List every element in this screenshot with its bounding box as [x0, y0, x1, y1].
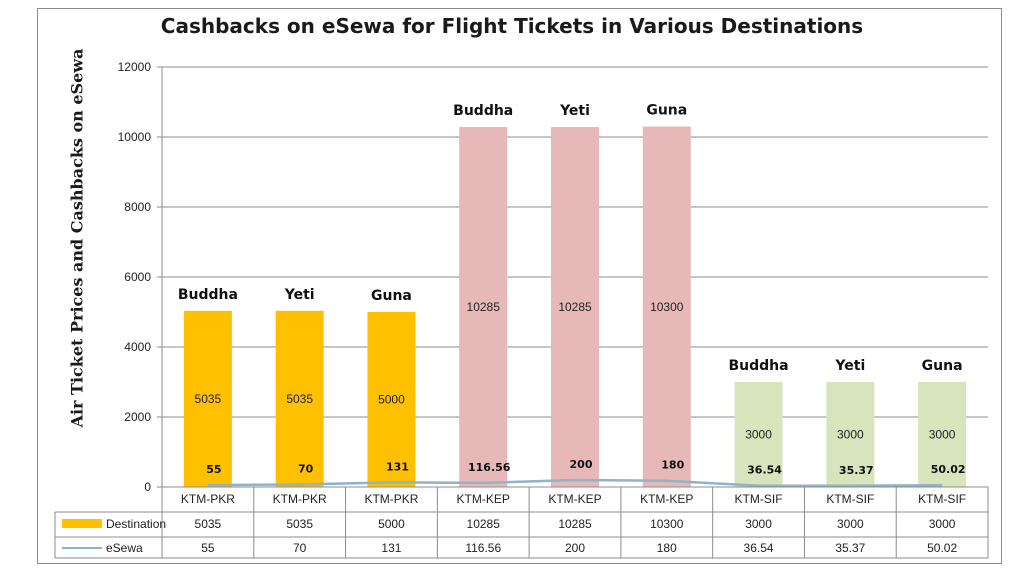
category-label: KTM-PKR	[273, 492, 327, 506]
bar	[367, 312, 416, 487]
category-label: KTM-SIF	[918, 492, 966, 506]
bar	[826, 382, 875, 487]
bar	[183, 310, 232, 487]
bar-value-labels: 5035 5035 5000 10285 10285 10300 3000 3000 3000	[195, 300, 956, 442]
data-table: KTM-PKR KTM-PKR KTM-PKR KTM-KEP KTM-KEP KTM-K…	[54, 486, 989, 559]
table-cell-destination: 3000	[929, 517, 956, 531]
bar	[275, 310, 324, 487]
category-label: KTM-SIF	[735, 492, 783, 506]
esewa-line	[207, 478, 943, 488]
y-tick-label: 4000	[124, 340, 151, 354]
cashback-label: 131	[386, 460, 409, 473]
line-series	[207, 478, 943, 488]
table-cell-esewa: 70	[293, 541, 307, 555]
chart-title: Cashbacks on eSewa for Flight Tickets in…	[160, 14, 864, 38]
y-tick-label: 6000	[124, 270, 151, 284]
table-cell-destination: 5035	[195, 517, 222, 531]
airline-label: Yeti	[284, 287, 315, 303]
y-tick-label: 8000	[124, 200, 151, 214]
cashback-label: 55	[206, 463, 221, 476]
table-cell-destination: 3000	[837, 517, 864, 531]
y-tick-label: 2000	[124, 410, 151, 424]
table-cell-destination: 5000	[378, 517, 405, 531]
cashback-label: 116.56	[468, 461, 511, 474]
cashback-label: 200	[570, 458, 593, 471]
airline-labels: Buddha Yeti Guna Buddha Yeti Guna Buddha Yeti Gu…	[178, 103, 963, 375]
category-label: KTM-KEP	[640, 492, 693, 506]
cashback-label: 35.37	[839, 464, 874, 477]
table-cell-esewa: 36.54	[744, 541, 774, 555]
table-cell-destination: 10300	[650, 517, 684, 531]
cashback-labels: 55 70 131 116.56 200 180 36.54 35.37 50.02	[206, 458, 965, 477]
bar	[459, 127, 508, 488]
table-cell-esewa: 35.37	[835, 541, 865, 555]
category-label: KTM-SIF	[826, 492, 874, 506]
y-tick-label: 10000	[118, 130, 152, 144]
cashback-label: 180	[661, 459, 684, 472]
table-cell-destination: 3000	[745, 517, 772, 531]
table-cell-esewa: 200	[565, 541, 585, 555]
airline-label: Yeti	[559, 103, 590, 119]
bar-value-label: 5000	[378, 393, 405, 407]
y-tick-label: 0	[144, 480, 151, 494]
table-cell-esewa: 116.56	[465, 541, 501, 555]
legend-label-destination: Destination	[106, 517, 166, 531]
airline-label: Yeti	[834, 358, 865, 374]
category-label: KTM-KEP	[457, 492, 510, 506]
bar-value-label: 10285	[558, 300, 592, 314]
table-cell-esewa: 131	[381, 541, 401, 555]
airline-label: Guna	[646, 103, 687, 119]
cashback-label: 36.54	[747, 464, 782, 477]
category-label: KTM-PKR	[181, 492, 235, 506]
y-tick-label: 12000	[118, 60, 152, 74]
airline-label: Guna	[371, 288, 412, 304]
table-cell-esewa: 55	[201, 541, 215, 555]
table-cell-destination: 10285	[467, 517, 501, 531]
airline-label: Buddha	[178, 287, 238, 303]
bar	[918, 382, 967, 487]
table-cell-destination: 10285	[558, 517, 592, 531]
bar-value-label: 10285	[467, 300, 501, 314]
legend-label-esewa: eSewa	[106, 541, 143, 555]
airline-label: Buddha	[729, 358, 789, 374]
bar-value-label: 3000	[745, 428, 772, 442]
bar-value-label: 10300	[650, 300, 684, 314]
airline-label: Buddha	[453, 103, 513, 119]
category-label: KTM-KEP	[548, 492, 601, 506]
bar-value-label: 5035	[286, 392, 313, 406]
airline-label: Guna	[922, 358, 963, 374]
bar-value-label: 3000	[929, 428, 956, 442]
bar	[734, 382, 783, 487]
bar-value-label: 3000	[837, 428, 864, 442]
cashback-label: 50.02	[931, 463, 966, 476]
table-cell-destination: 5035	[286, 517, 313, 531]
table-cell-esewa: 50.02	[927, 541, 957, 555]
bar	[642, 126, 691, 487]
table-cell-esewa: 180	[657, 541, 677, 555]
bar-series	[183, 126, 967, 488]
category-label: KTM-PKR	[364, 492, 418, 506]
bar-value-label: 5035	[195, 392, 222, 406]
cashback-label: 70	[298, 463, 314, 476]
y-axis-ticks: 0 2000 4000 6000 8000 10000 12000	[118, 60, 162, 494]
bar	[551, 127, 599, 488]
legend-swatch-destination	[62, 519, 102, 528]
